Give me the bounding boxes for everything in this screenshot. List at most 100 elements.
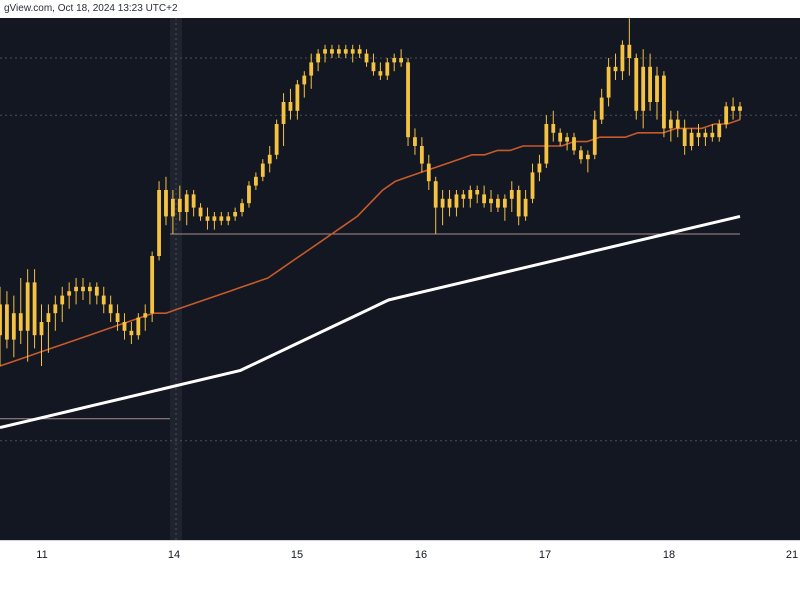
chart-background — [0, 18, 800, 540]
candle-body-86 — [592, 119, 597, 155]
candle-body-2 — [11, 313, 16, 340]
candle-body-76 — [523, 198, 528, 217]
candle-body-101 — [696, 132, 701, 138]
x-tick-label-4: 17 — [539, 549, 551, 561]
candle-body-100 — [689, 132, 694, 146]
candle-body-31 — [212, 216, 217, 221]
candle-body-37 — [253, 176, 258, 186]
x-tick-label-5: 18 — [663, 549, 675, 561]
ma-slow-line — [0, 214, 741, 430]
candle-body-56 — [385, 62, 390, 76]
candle-body-8 — [53, 304, 58, 314]
candle-body-11 — [74, 286, 78, 292]
candle-body-103 — [710, 132, 715, 138]
candle-body-0 — [0, 304, 2, 336]
candle-body-57 — [392, 58, 397, 63]
chart-footer — [0, 566, 800, 590]
candle-body-54 — [371, 62, 376, 72]
candle-body-88 — [606, 66, 611, 98]
candle-body-64 — [440, 198, 445, 208]
candle-body-80 — [551, 124, 556, 133]
candle-body-47 — [323, 49, 327, 54]
x-tick-label-6: 21 — [786, 549, 798, 561]
candle-body-17 — [115, 313, 120, 322]
candle-body-39 — [267, 154, 272, 164]
candle-body-96 — [662, 75, 666, 129]
candle-body-85 — [585, 154, 590, 160]
candle-body-41 — [281, 102, 286, 124]
candle-body-20 — [136, 317, 141, 336]
candle-body-83 — [572, 137, 576, 151]
candle-body-42 — [288, 102, 293, 111]
candle-body-51 — [350, 49, 355, 54]
candle-body-38 — [260, 163, 265, 177]
chart-header: gView.com, Oct 18, 2024 13:23 UTC+2 — [0, 0, 800, 18]
candle-body-92 — [634, 58, 639, 111]
candle-body-71 — [489, 198, 493, 204]
candle-body-9 — [60, 295, 65, 305]
candle-body-32 — [219, 216, 224, 221]
candle-body-60 — [413, 137, 417, 146]
candle-body-25 — [170, 198, 175, 217]
candle-body-3 — [18, 313, 23, 331]
candle-body-77 — [530, 172, 535, 199]
candle-body-63 — [433, 181, 438, 208]
candles — [0, 18, 742, 366]
candle-body-46 — [316, 53, 321, 63]
candle-body-12 — [81, 286, 85, 292]
candle-body-44 — [302, 75, 307, 85]
x-axis: 11 14 15 16 17 18 21 — [0, 540, 800, 567]
header-attribution: gView.com, Oct 18, 2024 13:23 UTC+2 — [4, 3, 178, 14]
candle-body-7 — [46, 313, 51, 322]
x-axis-svg: 11 14 15 16 17 18 21 — [36, 549, 798, 561]
ma-slow-group — [0, 214, 741, 430]
candle-body-84 — [579, 150, 583, 160]
candle-body-43 — [295, 84, 300, 111]
candle-body-36 — [247, 185, 251, 204]
candlestick-chart[interactable] — [0, 18, 800, 540]
candle-body-5 — [32, 282, 37, 336]
candle-body-98 — [675, 119, 680, 129]
candle-body-58 — [399, 58, 404, 63]
candle-body-19 — [129, 330, 134, 336]
candle-body-61 — [419, 146, 424, 164]
candle-body-89 — [613, 66, 618, 72]
candle-body-82 — [565, 137, 570, 142]
candle-body-95 — [655, 75, 659, 102]
candle-body-90 — [620, 44, 625, 72]
candle-body-49 — [336, 49, 341, 54]
candle-body-107 — [738, 106, 742, 111]
candle-body-53 — [364, 53, 369, 63]
candle-body-55 — [378, 71, 383, 76]
candle-body-106 — [731, 106, 735, 111]
candle-body-87 — [599, 97, 604, 120]
candle-body-93 — [641, 66, 646, 111]
candle-body-91 — [627, 44, 632, 58]
x-tick-label-0: 11 — [36, 549, 47, 561]
candle-body-65 — [447, 198, 452, 208]
candle-body-21 — [143, 313, 148, 318]
chart-area[interactable] — [0, 18, 800, 540]
candle-body-34 — [233, 212, 238, 217]
candle-body-26 — [177, 198, 182, 212]
candle-body-74 — [509, 190, 514, 199]
candle-body-94 — [648, 66, 652, 102]
candle-body-105 — [724, 106, 729, 124]
candle-body-22 — [150, 256, 155, 314]
candle-body-13 — [88, 286, 92, 292]
candle-body-28 — [191, 194, 196, 208]
candle-body-70 — [482, 194, 487, 204]
candle-body-23 — [157, 190, 161, 256]
x-tick-label-3: 16 — [415, 549, 427, 561]
candle-body-6 — [39, 322, 44, 336]
candle-body-75 — [516, 190, 521, 217]
candle-body-1 — [5, 304, 9, 340]
candle-body-30 — [205, 216, 210, 221]
candle-body-10 — [67, 291, 72, 296]
candle-body-27 — [184, 194, 189, 212]
candle-body-33 — [226, 216, 231, 221]
candle-body-79 — [544, 124, 549, 164]
candle-body-78 — [537, 163, 542, 173]
candle-body-102 — [703, 132, 708, 138]
candle-body-29 — [198, 207, 203, 217]
